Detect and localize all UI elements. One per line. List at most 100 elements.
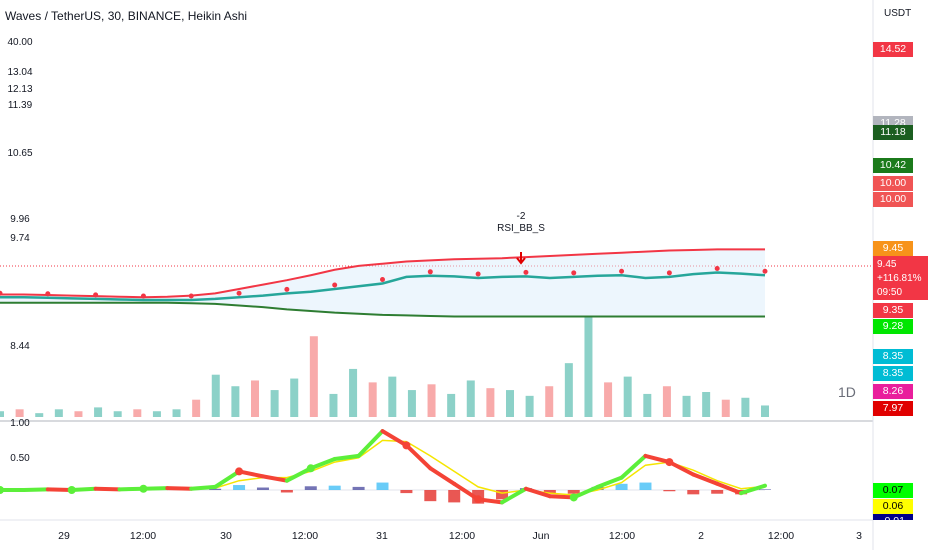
price-badge: 8.35 bbox=[873, 366, 913, 381]
volume-bar bbox=[525, 395, 534, 417]
volume-bar bbox=[643, 393, 652, 417]
histogram-bar bbox=[400, 490, 413, 494]
candle-marker bbox=[666, 270, 672, 276]
current-change: +116.81% bbox=[877, 273, 922, 284]
volume-bar bbox=[662, 386, 671, 417]
price-series bbox=[0, 248, 768, 318]
volume-bar bbox=[192, 399, 201, 417]
volume-bar bbox=[15, 409, 24, 417]
oscillator-segment bbox=[523, 486, 552, 499]
price-badge: 9.45 bbox=[873, 241, 913, 256]
volume-bar bbox=[172, 409, 181, 417]
candle-marker bbox=[714, 266, 720, 271]
histogram-bar bbox=[448, 490, 461, 503]
volume-bar bbox=[270, 390, 279, 417]
cross-dot bbox=[665, 458, 674, 467]
time-tick-label: 30 bbox=[220, 530, 232, 542]
histogram-bar bbox=[567, 490, 580, 494]
signal-name-label: RSI_BB_S bbox=[497, 223, 545, 234]
oscillator-segment bbox=[332, 453, 361, 461]
cross-dot bbox=[235, 467, 244, 476]
price-tick-label: 9.74 bbox=[10, 233, 30, 244]
price-badge: 10.00 bbox=[873, 192, 913, 207]
volume-bar bbox=[113, 411, 122, 417]
candle-marker bbox=[523, 269, 529, 275]
candle-marker bbox=[45, 291, 51, 297]
price-badge: 11.18 bbox=[873, 125, 913, 140]
time-tick-label: 12:00 bbox=[448, 530, 476, 542]
price-tick-label: 13.04 bbox=[7, 67, 33, 78]
oscillator-segment bbox=[93, 486, 122, 492]
histogram-bar bbox=[496, 490, 509, 500]
histogram-bar bbox=[209, 488, 222, 490]
volume-bar bbox=[545, 386, 554, 417]
volume-bar bbox=[94, 407, 103, 417]
volume-bar bbox=[702, 392, 711, 417]
time-tick-label: 12:00 bbox=[129, 530, 157, 542]
oscillator-segment bbox=[284, 466, 313, 483]
candle-marker bbox=[284, 286, 290, 292]
volume-bar bbox=[0, 411, 4, 417]
volume-bar bbox=[251, 380, 259, 417]
price-close-line bbox=[0, 271, 766, 302]
price-badge: 7.97 bbox=[873, 401, 913, 416]
oscillator-segment bbox=[595, 475, 624, 489]
volume-bar bbox=[584, 317, 593, 417]
histogram-bar bbox=[233, 485, 246, 490]
price-unit: USDT bbox=[884, 8, 912, 19]
histogram-bar bbox=[280, 490, 293, 493]
price-tick-label: 11.39 bbox=[7, 100, 33, 111]
histogram-bar bbox=[759, 489, 771, 490]
oscillator-tick-label: 0.50 bbox=[10, 453, 30, 464]
volume-bars bbox=[0, 317, 769, 417]
candle-marker bbox=[427, 269, 433, 275]
volume-bar bbox=[211, 374, 220, 417]
candle-marker bbox=[619, 268, 625, 274]
price-tick-label: 9.96 bbox=[10, 214, 30, 225]
oscillator-badge: 0.07 bbox=[873, 483, 913, 498]
histogram-bar bbox=[711, 490, 724, 494]
time-tick-label: 12:00 bbox=[291, 530, 319, 542]
histogram-bar bbox=[424, 490, 437, 502]
volume-bar bbox=[564, 363, 573, 417]
candle-marker bbox=[475, 271, 481, 277]
volume-bar bbox=[388, 376, 397, 417]
candle-marker bbox=[380, 277, 385, 282]
oscillator-segment bbox=[691, 472, 720, 486]
price-badge: 14.52 bbox=[873, 42, 913, 57]
oscillator-segment bbox=[428, 466, 457, 486]
volume-bar bbox=[74, 411, 83, 417]
volume-bar bbox=[486, 388, 495, 417]
time-tick-label: Jun bbox=[532, 530, 550, 542]
price-badge: 8.35 bbox=[873, 349, 913, 364]
volume-bar bbox=[349, 368, 358, 417]
volume-bar bbox=[368, 382, 377, 417]
volume-bar bbox=[447, 393, 456, 417]
oscillator-segment bbox=[476, 497, 505, 505]
chart-title: Waves / TetherUS, 30, BINANCE, Heikin As… bbox=[5, 9, 248, 23]
time-tick-label: 12:00 bbox=[608, 530, 636, 542]
volume-bar bbox=[741, 397, 750, 417]
volume-bar bbox=[427, 384, 436, 417]
oscillator-segment bbox=[165, 486, 194, 491]
volume-bar bbox=[35, 413, 44, 417]
volume-bar bbox=[623, 376, 632, 417]
volume-bar bbox=[407, 390, 416, 417]
current-price-badge: 9.45 +116.81% 09:50 bbox=[873, 256, 928, 300]
price-badge: 10.42 bbox=[873, 158, 913, 173]
price-badge: 10.00 bbox=[873, 176, 913, 191]
oscillator-segment bbox=[643, 453, 672, 465]
sell-signal-arrow bbox=[516, 252, 526, 265]
oscillator-segment bbox=[237, 469, 265, 479]
candle-marker bbox=[332, 282, 338, 288]
cross-dot bbox=[474, 495, 483, 504]
histogram-bar bbox=[687, 490, 700, 495]
oscillator-segment bbox=[500, 486, 528, 505]
histogram-bar bbox=[304, 486, 317, 490]
oscillator-segment bbox=[21, 487, 50, 492]
volume-bar bbox=[54, 409, 63, 417]
volume-bar bbox=[231, 386, 240, 417]
histogram-bar bbox=[663, 490, 676, 492]
candle-marker bbox=[140, 293, 146, 299]
